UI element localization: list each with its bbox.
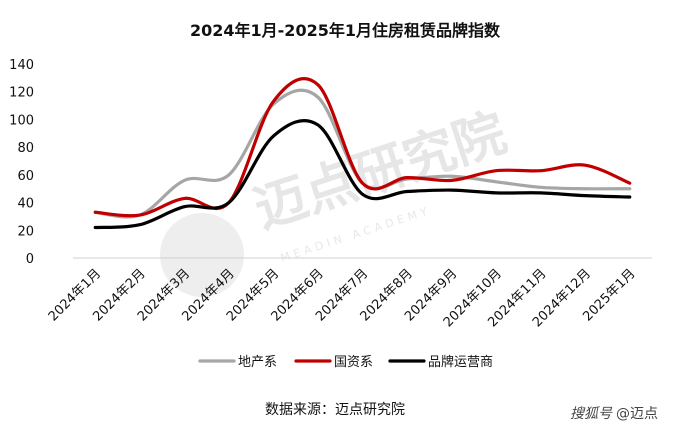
y-tick-label: 100 xyxy=(9,113,34,128)
y-tick-label: 120 xyxy=(9,86,34,101)
y-tick-label: 60 xyxy=(17,169,34,184)
x-axis: 2024年1月2024年2月2024年3月2024年4月2024年5月2024年… xyxy=(46,257,652,330)
y-tick-label: 20 xyxy=(17,224,34,239)
platform-name: 搜狐号 xyxy=(570,406,613,422)
y-tick-label: 40 xyxy=(17,197,34,212)
legend-label: 品牌运营商 xyxy=(428,354,493,370)
series-line-3 xyxy=(93,119,632,230)
legend-label: 地产系 xyxy=(238,355,277,370)
source-note: 数据来源：迈点研究院 xyxy=(265,402,405,418)
y-axis: 0 20 40 60 80 100 120 140 xyxy=(9,58,34,267)
y-tick-label: 140 xyxy=(9,58,34,73)
legend-label: 国资系 xyxy=(334,355,373,370)
chart-title: 2024年1月-2025年1月住房租赁品牌指数 xyxy=(190,21,501,40)
platform-brand: 搜狐号 @迈点 xyxy=(570,406,658,422)
plot-area xyxy=(93,77,632,230)
account-name: @迈点 xyxy=(616,406,658,422)
y-tick-label: 0 xyxy=(26,252,34,267)
series-line-2 xyxy=(93,77,632,218)
watermark-logo-icon xyxy=(160,213,244,297)
y-tick-label: 80 xyxy=(17,141,34,156)
legend: 地产系 国资系 品牌运营商 xyxy=(198,354,493,370)
